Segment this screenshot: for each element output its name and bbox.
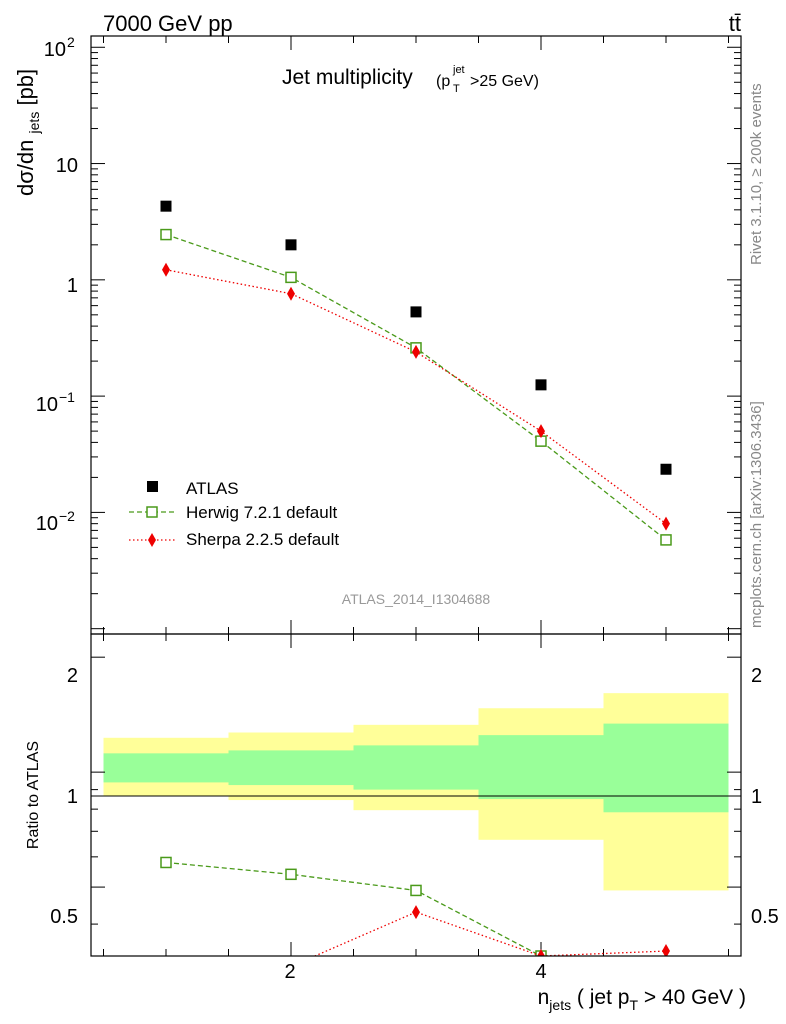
sherpa-ratio-point — [537, 949, 545, 956]
ratio-band-inner — [228, 750, 354, 786]
legend-sherpa-label: Sherpa 2.2.5 default — [186, 530, 339, 549]
legend-sherpa-marker — [148, 533, 156, 547]
ytick-p2: 10 — [44, 39, 66, 61]
sherpa-point — [287, 286, 295, 301]
herwig-ratio-point — [285, 868, 297, 881]
ratio-ytick-labels-left: 2 1 0.5 — [50, 665, 78, 928]
main-title-sub: T — [453, 83, 460, 95]
sherpa-ratio-point — [162, 976, 170, 990]
herwig-point — [285, 271, 297, 284]
herwig-line — [165, 233, 667, 541]
herwig-point — [660, 534, 672, 546]
ylabel-main: dσ/dn — [13, 140, 38, 196]
xlabel-mid: ( jet p — [571, 986, 629, 1009]
ratio-panel-frame — [90, 633, 742, 957]
ytick-p0: 1 — [67, 275, 78, 297]
ratio-axis-ticks — [91, 634, 741, 956]
ratio-series-clipped — [160, 856, 670, 990]
ratio-panel: 2 1 0.5 2 1 0.5 Ratio to ATLAS 2 4 njets… — [25, 633, 779, 1013]
xlabel-n: n — [538, 986, 550, 1009]
main-title-rest: >25 GeV) — [470, 73, 539, 90]
header-right: tt̄ — [729, 11, 741, 36]
ytick-p1: 10 — [56, 155, 78, 177]
legend-herwig-label: Herwig 7.2.1 default — [186, 503, 337, 522]
sherpa-point — [662, 516, 670, 531]
ratio-ytick-1-right: 1 — [751, 786, 762, 808]
xtick-labels: 2 4 — [284, 961, 546, 983]
ratio-band-inner — [603, 723, 729, 813]
sherpa-point — [537, 424, 545, 439]
main-series-layer — [160, 200, 672, 546]
legend-atlas-label: ATLAS — [186, 479, 239, 498]
ytick-p2-exp: 2 — [67, 34, 75, 50]
legend-atlas-marker — [147, 481, 158, 492]
herwig-ratio-point — [160, 856, 172, 869]
ratio-ytick-05-right: 0.5 — [751, 906, 779, 928]
herwig-ratio-point — [410, 884, 422, 897]
legend: ATLAS Herwig 7.2.1 default Sherpa 2.2.5 … — [129, 479, 339, 549]
xtick-4: 4 — [535, 961, 546, 983]
mcplots-label: mcplots.cern.ch [arXiv:1306.3436] — [748, 401, 765, 628]
atlas-point — [535, 379, 547, 391]
herwig-ratio-line — [165, 861, 543, 956]
main-title: Jet multiplicity — [282, 66, 413, 89]
xlabel-sub2: T — [629, 997, 638, 1013]
xlabel-sub: jets — [548, 997, 571, 1013]
ratio-y-axis-label: Ratio to ATLAS — [25, 741, 42, 849]
sherpa-ratio-line — [313, 911, 667, 956]
main-ytick-labels: 10 2 10 1 10 −1 10 −2 — [36, 34, 78, 535]
ratio-ytick-labels-right: 2 1 0.5 — [751, 665, 779, 928]
main-panel: Jet multiplicity (p jet T >25 GeV) dσ/dn… — [13, 34, 742, 635]
svg-text:dσ/dn jets [p: dσ/dn jets [pb] — [13, 69, 44, 196]
ratio-ytick-2-left: 2 — [67, 665, 78, 687]
ratio-ytick-05-left: 0.5 — [50, 906, 78, 928]
sherpa-point — [162, 262, 170, 277]
sherpa-ratio-point — [662, 944, 670, 956]
ytick-m2: 10 — [36, 513, 58, 535]
herwig-point — [160, 228, 172, 241]
analysis-watermark: ATLAS_2014_I1304688 — [342, 591, 491, 607]
ratio-band-inner — [478, 735, 604, 800]
xtick-2: 2 — [284, 961, 295, 983]
legend-herwig-marker — [146, 506, 158, 518]
main-title-cut: (p — [436, 73, 450, 90]
atlas-point — [285, 239, 297, 251]
rivet-version-label: Rivet 3.1.10, ≥ 200k events — [748, 83, 765, 265]
x-axis-label: njets ( jet pT > 40 GeV ) — [538, 986, 746, 1013]
header-left: 7000 GeV pp — [103, 11, 233, 36]
ytick-m1: 10 — [36, 394, 58, 416]
ratio-series-layer — [160, 856, 670, 990]
ratio-band-inner — [353, 745, 479, 790]
main-title-sup: jet — [452, 64, 465, 76]
atlas-point — [160, 200, 172, 212]
xlabel-rest: > 40 GeV ) — [638, 986, 746, 1009]
ytick-m2-exp: −2 — [59, 508, 75, 524]
ratio-ytick-1-left: 1 — [67, 786, 78, 808]
atlas-point — [660, 463, 672, 475]
ratio-uncertainty-bands — [103, 693, 729, 891]
sherpa-point — [412, 344, 420, 359]
ylabel-unit: [pb] — [13, 69, 38, 106]
main-y-axis-label: dσ/dn jets [pb] — [13, 69, 44, 196]
ylabel-sub: jets — [26, 112, 42, 135]
sherpa-ratio-point — [412, 905, 420, 920]
ytick-m1-exp: −1 — [59, 389, 75, 405]
ratio-ytick-2-right: 2 — [751, 665, 762, 687]
main-axis-ticks — [91, 36, 741, 634]
atlas-point — [410, 306, 422, 318]
ratio-band-inner — [103, 753, 229, 783]
